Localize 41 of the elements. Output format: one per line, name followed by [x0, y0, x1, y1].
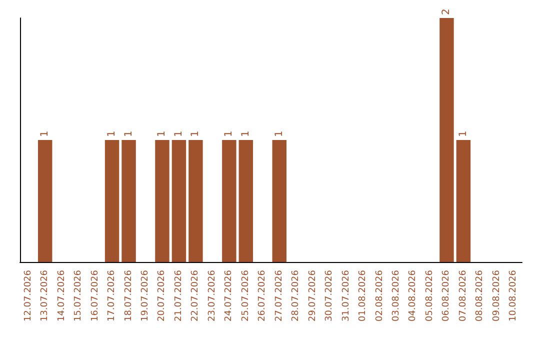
data-label: 1	[240, 130, 252, 137]
x-tick-label: 14.07.2026	[56, 270, 67, 322]
data-label: 1	[40, 130, 51, 137]
data-label: 1	[173, 130, 184, 137]
x-tick-label: 27.07.2026	[274, 270, 284, 322]
x-tick-label: 05.08.2026	[424, 270, 435, 322]
x-tick-label: 23.07.2026	[207, 270, 218, 322]
x-tick-label: 29.07.2026	[308, 270, 318, 322]
data-label: 1	[224, 130, 235, 137]
x-tick-label: 09.08.2026	[492, 270, 502, 322]
x-tick-label: 21.07.2026	[174, 270, 184, 322]
x-tick-label: 07.08.2026	[458, 270, 468, 322]
x-tick-label: 18.07.2026	[124, 270, 134, 322]
x-tick-label: 12.07.2026	[23, 270, 34, 322]
x-tick-label: 04.08.2026	[408, 270, 418, 322]
data-label: 1	[190, 130, 202, 137]
x-tick-label: 31.07.2026	[341, 270, 352, 322]
x-tick-label: 25.07.2026	[240, 270, 251, 322]
data-label: 1	[274, 130, 285, 137]
data-label: 1	[458, 130, 469, 137]
x-tick-label: 26.07.2026	[258, 270, 268, 322]
x-tick-label: 20.07.2026	[157, 270, 168, 322]
x-tick-label: 10.08.2026	[508, 270, 519, 322]
x-tick-label: 08.08.2026	[475, 270, 486, 322]
x-tick-label: 19.07.2026	[140, 270, 150, 322]
x-tick-label: 13.07.2026	[40, 270, 50, 322]
x-tick-label: 06.08.2026	[442, 270, 452, 322]
x-tick-label: 15.07.2026	[74, 270, 84, 322]
x-tick-label: 22.07.2026	[190, 270, 201, 322]
x-tick-label: 17.07.2026	[107, 270, 118, 322]
x-tick-label: 28.07.2026	[291, 270, 302, 322]
data-label: 2	[441, 8, 452, 15]
x-tick-label: 01.08.2026	[358, 270, 368, 322]
x-tick-label: 24.07.2026	[224, 270, 234, 322]
data-label: 1	[106, 130, 118, 137]
data-label: 1	[156, 130, 168, 137]
x-tick-label: 16.07.2026	[90, 270, 100, 322]
x-tick-label: 03.08.2026	[392, 270, 402, 322]
data-label: 1	[123, 130, 134, 137]
x-tick-label: 30.07.2026	[324, 270, 335, 322]
x-tick-label: 02.08.2026	[374, 270, 385, 322]
